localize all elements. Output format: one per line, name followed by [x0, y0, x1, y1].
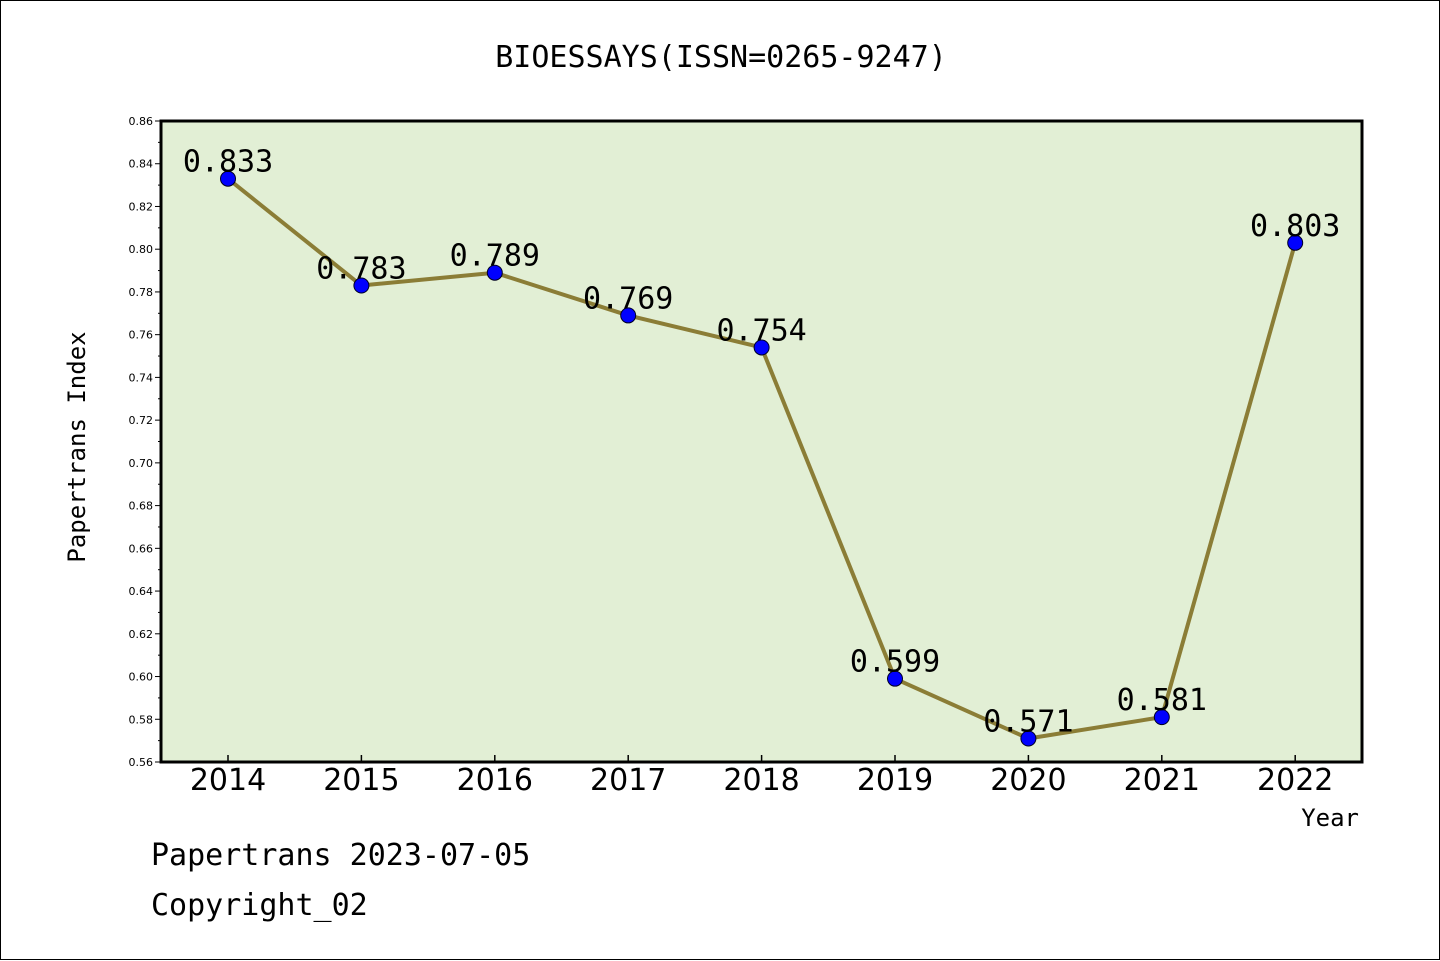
y-tick-label: 0.82	[129, 200, 154, 213]
x-tick-label: 2022	[1257, 763, 1333, 798]
y-tick-label: 0.62	[129, 628, 154, 641]
x-axis: 2014 2015 2016 2017 2018 2019 2020 2021 2022	[190, 755, 1333, 798]
data-point	[353, 277, 370, 294]
y-tick-label: 0.64	[129, 585, 154, 598]
y-tick-label: 0.86	[129, 115, 154, 128]
data-point	[753, 339, 770, 356]
y-tick-label: 0.70	[129, 457, 154, 470]
y-tick-label: 0.68	[129, 500, 154, 513]
series-layer	[220, 170, 1304, 747]
data-label: 0.581	[1117, 683, 1207, 718]
x-tick-label: 2014	[190, 763, 266, 798]
data-point	[486, 264, 503, 281]
data-point	[1287, 234, 1304, 251]
data-label: 0.803	[1250, 209, 1340, 244]
y-tick-label: 0.56	[129, 756, 154, 769]
plot-area	[159, 119, 1364, 764]
footer-copyright: Copyright_02	[151, 888, 368, 923]
x-tick-label: 2021	[1124, 763, 1200, 798]
y-tick-label: 0.80	[129, 243, 154, 256]
x-tick-label: 2018	[723, 763, 799, 798]
data-label: 0.769	[583, 281, 673, 316]
y-axis-label: Papertrans Index	[63, 331, 91, 562]
footer-date: Papertrans 2023-07-05	[151, 838, 530, 873]
y-tick-label: 0.66	[129, 542, 154, 555]
y-tick-label: 0.76	[129, 329, 154, 342]
data-labels: 0.833 0.783 0.789 0.769 0.754 0.599 0.571 0.581…	[183, 145, 1341, 740]
y-tick-label: 0.74	[129, 371, 154, 384]
x-tick-label: 2017	[590, 763, 666, 798]
data-label: 0.783	[316, 252, 406, 287]
y-tick-label: 0.84	[129, 158, 154, 171]
y-tick-label: 0.72	[129, 414, 154, 427]
y-tick-label: 0.58	[129, 713, 154, 726]
y-axis: 0.56 0.58 0.60 0.62 0.64 0.66 0.68 0.70 0.72 0.74…	[129, 115, 161, 769]
data-point	[887, 670, 903, 687]
data-label: 0.789	[450, 239, 540, 274]
x-tick-label: 2020	[990, 763, 1066, 798]
data-point	[1153, 709, 1170, 726]
x-tick-label: 2019	[857, 763, 933, 798]
data-label: 0.599	[850, 645, 940, 680]
data-label: 0.571	[983, 704, 1073, 739]
x-tick-label: 2016	[457, 763, 533, 798]
x-tick-label: 2015	[323, 763, 399, 798]
y-tick-label: 0.60	[129, 671, 154, 684]
data-point	[620, 307, 637, 324]
data-label: 0.833	[183, 145, 273, 180]
data-point	[220, 170, 236, 187]
data-label: 0.754	[716, 313, 806, 348]
y-tick-label: 0.78	[129, 286, 154, 299]
data-point	[1020, 730, 1037, 747]
x-axis-label: Year	[1301, 804, 1359, 832]
chart-title: BIOESSAYS(ISSN=0265-9247)	[495, 40, 947, 75]
